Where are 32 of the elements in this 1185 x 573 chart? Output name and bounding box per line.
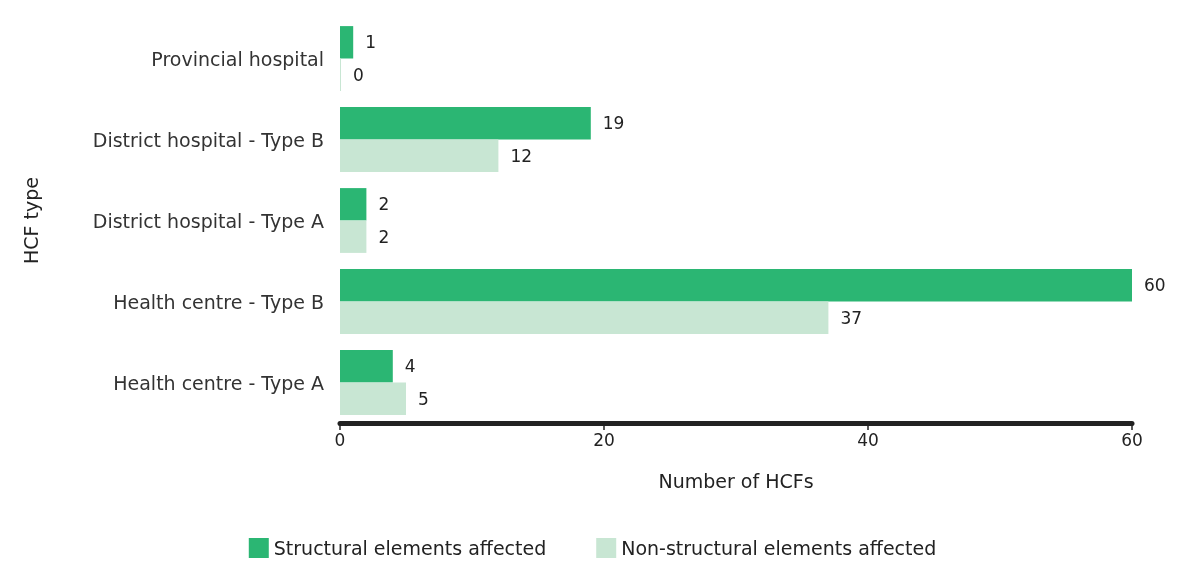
data-label: 60 — [1144, 275, 1166, 296]
bar — [340, 382, 406, 415]
y-tick-label: District hospital - Type A — [92, 209, 324, 232]
bar — [340, 269, 1132, 302]
y-tick-label: Health centre - Type B — [113, 290, 324, 313]
y-tick-label: Health centre - Type A — [113, 371, 324, 394]
y-tick-label: District hospital - Type B — [92, 128, 324, 151]
bar — [340, 301, 829, 334]
x-tick-label: 60 — [1121, 429, 1143, 450]
x-tick-label: 0 — [334, 429, 346, 450]
data-label: 37 — [840, 307, 863, 328]
data-label: 4 — [404, 356, 416, 377]
x-tick-label: 20 — [593, 429, 615, 450]
data-label: 2 — [378, 194, 390, 215]
bar — [340, 188, 367, 221]
data-label: 12 — [510, 145, 533, 166]
bar — [340, 107, 591, 140]
x-tick-label: 40 — [857, 429, 879, 450]
bar — [340, 220, 367, 253]
y-tick-label: Provincial hospital — [151, 47, 324, 70]
data-label: 2 — [378, 226, 390, 247]
bar — [340, 139, 499, 172]
legend-label: Structural elements affected — [273, 537, 547, 559]
bar — [340, 350, 393, 383]
legend-label: Non-structural elements affected — [621, 537, 937, 559]
data-label: 5 — [418, 388, 429, 409]
bar — [340, 26, 354, 59]
y-axis-title: HCF type — [19, 177, 42, 264]
data-label: 0 — [353, 64, 364, 85]
data-label: 19 — [602, 113, 625, 134]
x-axis-title: Number of HCFs — [658, 469, 814, 492]
data-label: 1 — [365, 32, 377, 53]
